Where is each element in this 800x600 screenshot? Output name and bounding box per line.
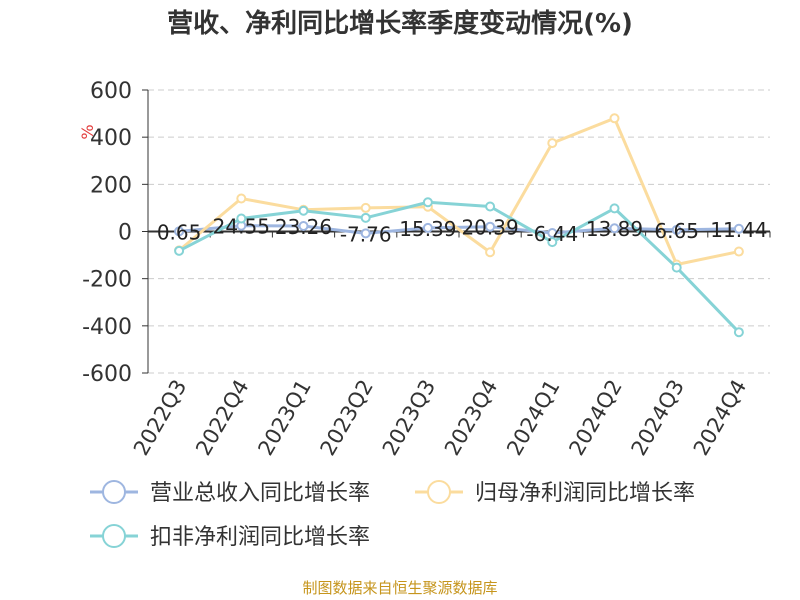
series-point xyxy=(174,245,185,256)
data-label: 23.26 xyxy=(275,215,332,239)
data-label: 11.44 xyxy=(710,218,767,242)
legend-label: 营业总收入同比增长率 xyxy=(150,481,370,506)
series-point xyxy=(360,212,371,223)
series-point xyxy=(485,247,496,258)
series-point xyxy=(671,224,682,235)
series-point xyxy=(547,228,558,239)
data-label: 20.39 xyxy=(461,216,518,240)
y-tick-label: 0 xyxy=(118,221,132,246)
series-point xyxy=(360,228,371,239)
y-tick-label: 200 xyxy=(90,173,132,198)
x-tick-label: 2023Q1 xyxy=(253,376,315,460)
x-tick-label: 2023Q4 xyxy=(440,375,502,459)
series-point xyxy=(671,262,682,273)
series-point xyxy=(733,246,744,257)
series-point xyxy=(733,327,744,338)
series-point xyxy=(298,205,309,216)
chart-title: 营收、净利同比增长率季度变动情况(%) xyxy=(167,8,633,39)
data-label: -6.44 xyxy=(526,222,578,246)
series-point xyxy=(422,222,433,233)
series-line xyxy=(178,116,740,267)
x-tick-label: 2022Q3 xyxy=(129,376,191,460)
series-point xyxy=(547,237,558,248)
series-line xyxy=(178,200,740,334)
data-label: 0.65 xyxy=(157,220,202,244)
y-tick-label: 400 xyxy=(90,126,132,151)
legend-marker xyxy=(427,480,451,504)
series-point xyxy=(174,226,185,237)
series-point xyxy=(609,113,620,124)
series-line xyxy=(178,224,739,235)
legend-item: 归母净利润同比增长率 xyxy=(415,480,695,506)
legend-label: 归母净利润同比增长率 xyxy=(475,481,695,506)
series-point xyxy=(547,138,558,149)
y-tick-label: -200 xyxy=(82,268,132,293)
y-axis-label: % xyxy=(78,124,97,139)
series-point xyxy=(609,223,620,234)
data-label-layer: 0.65 24.55 23.26 -7.76 15.39 20.39 -6.44 13.89 6… xyxy=(157,215,768,247)
x-tick-label: 2024Q2 xyxy=(564,376,626,460)
x-tick-label: 2024Q3 xyxy=(627,376,689,460)
series-point xyxy=(236,193,247,204)
series-layer xyxy=(174,113,744,338)
x-tick-label: 2024Q1 xyxy=(502,376,564,460)
legend-marker xyxy=(102,480,126,504)
grid-layer xyxy=(148,89,770,374)
y-tick-label: -600 xyxy=(82,362,132,387)
data-label: -7.76 xyxy=(340,222,392,246)
series-point xyxy=(485,221,496,232)
y-tick-label: -400 xyxy=(82,315,132,340)
x-tick-label: 2024Q4 xyxy=(689,376,751,460)
data-label: 24.55 xyxy=(213,215,270,239)
series-point xyxy=(422,197,433,208)
series-point xyxy=(485,201,496,212)
legend-item: 扣非净利润同比增长率 xyxy=(90,524,370,550)
series-point xyxy=(609,203,620,214)
legend-label: 扣非净利润同比增长率 xyxy=(150,525,370,550)
series-point xyxy=(733,223,744,234)
x-tick-label: 2023Q2 xyxy=(316,376,378,460)
y-tick-label: 600 xyxy=(90,79,132,104)
x-tick-label: 2022Q4 xyxy=(191,376,253,460)
source-note: 制图数据来自恒生聚源数据库 xyxy=(302,579,497,597)
legend-marker xyxy=(102,524,126,548)
legend-item: 营业总收入同比增长率 xyxy=(90,480,370,506)
series-point xyxy=(298,221,309,232)
data-label: 6.65 xyxy=(654,219,699,243)
x-tick-label: 2023Q3 xyxy=(378,376,440,460)
series-point xyxy=(360,202,371,213)
data-label: 15.39 xyxy=(399,217,456,241)
data-label: 13.89 xyxy=(586,217,643,241)
series-point xyxy=(236,213,247,224)
